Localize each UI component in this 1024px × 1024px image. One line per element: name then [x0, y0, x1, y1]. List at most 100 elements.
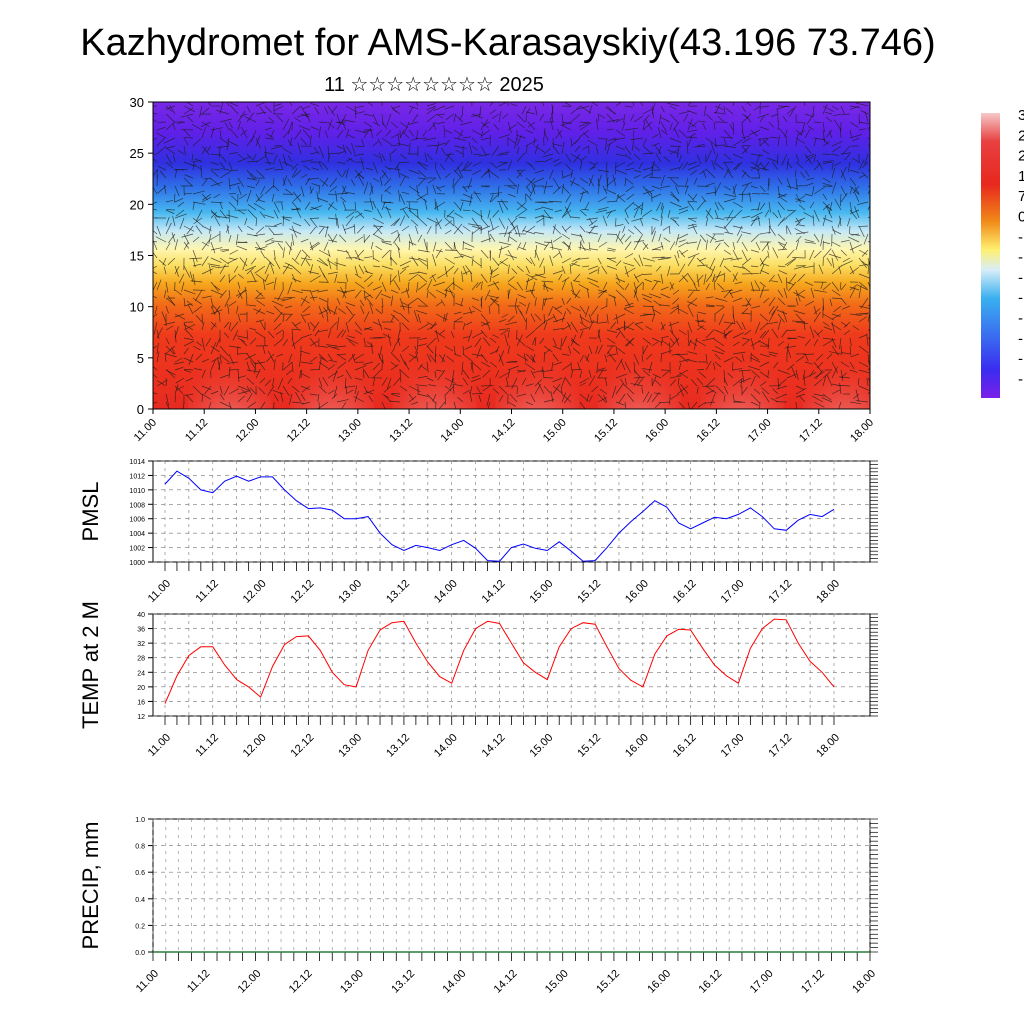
- wind-vector: [633, 153, 641, 161]
- wind-vector: [426, 107, 436, 115]
- wind-vector: [210, 322, 217, 331]
- wind-vector: [615, 277, 626, 283]
- warm-plume: [392, 337, 477, 409]
- wind-vector: [723, 161, 732, 174]
- wind-vector: [437, 185, 446, 189]
- y-tick-label: 40: [137, 612, 145, 619]
- wind-vector: [813, 311, 821, 323]
- wind-vector: [799, 395, 806, 403]
- wind-vector: [750, 211, 763, 219]
- wind-vector: [807, 125, 815, 131]
- wind-vector: [417, 249, 430, 253]
- wind-vector: [417, 323, 429, 331]
- wind-vector: [488, 225, 500, 233]
- wind-vector: [451, 369, 455, 382]
- wind-vector: [759, 286, 765, 299]
- wind-vector: [240, 129, 248, 136]
- wind-vector: [264, 151, 275, 155]
- wind-vector: [201, 385, 212, 391]
- wind-vector: [510, 103, 518, 107]
- wind-vector: [278, 158, 284, 171]
- wind-vector: [750, 375, 756, 387]
- wind-vector: [426, 323, 438, 331]
- wind-vector: [805, 153, 815, 159]
- wind-vector: [174, 239, 179, 251]
- wind-vector: [777, 377, 779, 390]
- wind-vector: [307, 322, 311, 331]
- wind-vector: [632, 102, 635, 107]
- wind-vector: [591, 385, 599, 393]
- wind-vector: [669, 201, 682, 208]
- y-tick-label: 5: [137, 351, 144, 366]
- wind-vector: [217, 145, 230, 148]
- wind-vector: [841, 352, 851, 355]
- wind-vectors: [153, 102, 870, 409]
- wind-vector: [660, 336, 669, 339]
- wind-vector: [561, 392, 567, 403]
- wind-vector: [719, 257, 725, 268]
- wind-vector: [498, 161, 507, 163]
- wind-vector: [670, 191, 680, 203]
- wind-vector: [224, 122, 230, 131]
- wind-vector: [813, 289, 827, 293]
- wind-vector: [804, 155, 815, 163]
- wind-vector: [341, 120, 347, 131]
- wind-vector: [384, 185, 392, 192]
- x-tick-label: 12.00: [236, 968, 264, 996]
- wind-vector: [729, 123, 734, 131]
- wind-vector: [168, 233, 176, 244]
- wind-vector: [175, 385, 185, 391]
- wind-vector: [277, 242, 284, 251]
- wind-vector: [433, 241, 437, 252]
- wind-vector: [534, 241, 548, 247]
- wind-vector: [855, 400, 869, 403]
- wind-vector: [642, 297, 652, 303]
- wind-vector: [597, 329, 601, 343]
- wind-vector: [192, 190, 205, 195]
- wind-vector: [762, 149, 770, 155]
- wind-vector: [813, 233, 820, 243]
- wind-vector: [195, 209, 203, 222]
- wind-vector: [193, 163, 203, 171]
- wind-vector: [527, 121, 536, 128]
- wind-vector: [199, 105, 203, 118]
- wind-vector: [474, 337, 482, 347]
- wind-vector: [678, 129, 689, 139]
- wind-vector: [813, 361, 822, 372]
- wind-vector: [704, 401, 716, 404]
- wind-vector: [638, 161, 644, 170]
- wind-vector: [617, 193, 626, 199]
- wind-vector: [516, 183, 520, 195]
- wind-vector: [195, 353, 203, 361]
- wind-vector: [407, 208, 419, 211]
- wind-vector: [561, 335, 567, 347]
- wind-vector: [671, 305, 680, 309]
- wind-vector: [462, 136, 472, 139]
- wind-vector: [407, 297, 419, 306]
- wind-vector: [615, 102, 622, 107]
- wind-vector: [777, 378, 787, 387]
- wind-vector: [660, 321, 665, 331]
- wind-vector: [732, 393, 735, 402]
- wind-vector: [516, 225, 521, 238]
- wind-vector: [678, 209, 689, 214]
- wind-vector: [244, 353, 257, 360]
- wind-vector: [383, 327, 392, 331]
- wind-vector: [390, 121, 399, 129]
- wind-vector: [777, 289, 784, 298]
- wind-vector: [655, 153, 662, 163]
- wind-vector: [467, 329, 473, 342]
- wind-vector: [356, 210, 365, 219]
- wind-vector: [174, 266, 180, 275]
- wind-vector: [407, 305, 410, 315]
- wind-vector: [426, 321, 434, 326]
- wind-vector: [309, 275, 321, 283]
- wind-vector: [782, 115, 788, 123]
- wind-vector: [192, 161, 195, 171]
- wind-vector: [462, 225, 471, 232]
- wind-vector: [600, 305, 608, 310]
- wind-vector: [300, 289, 311, 292]
- wind-vector: [369, 197, 374, 211]
- wind-vector: [265, 256, 275, 267]
- wind-vector: [532, 337, 536, 346]
